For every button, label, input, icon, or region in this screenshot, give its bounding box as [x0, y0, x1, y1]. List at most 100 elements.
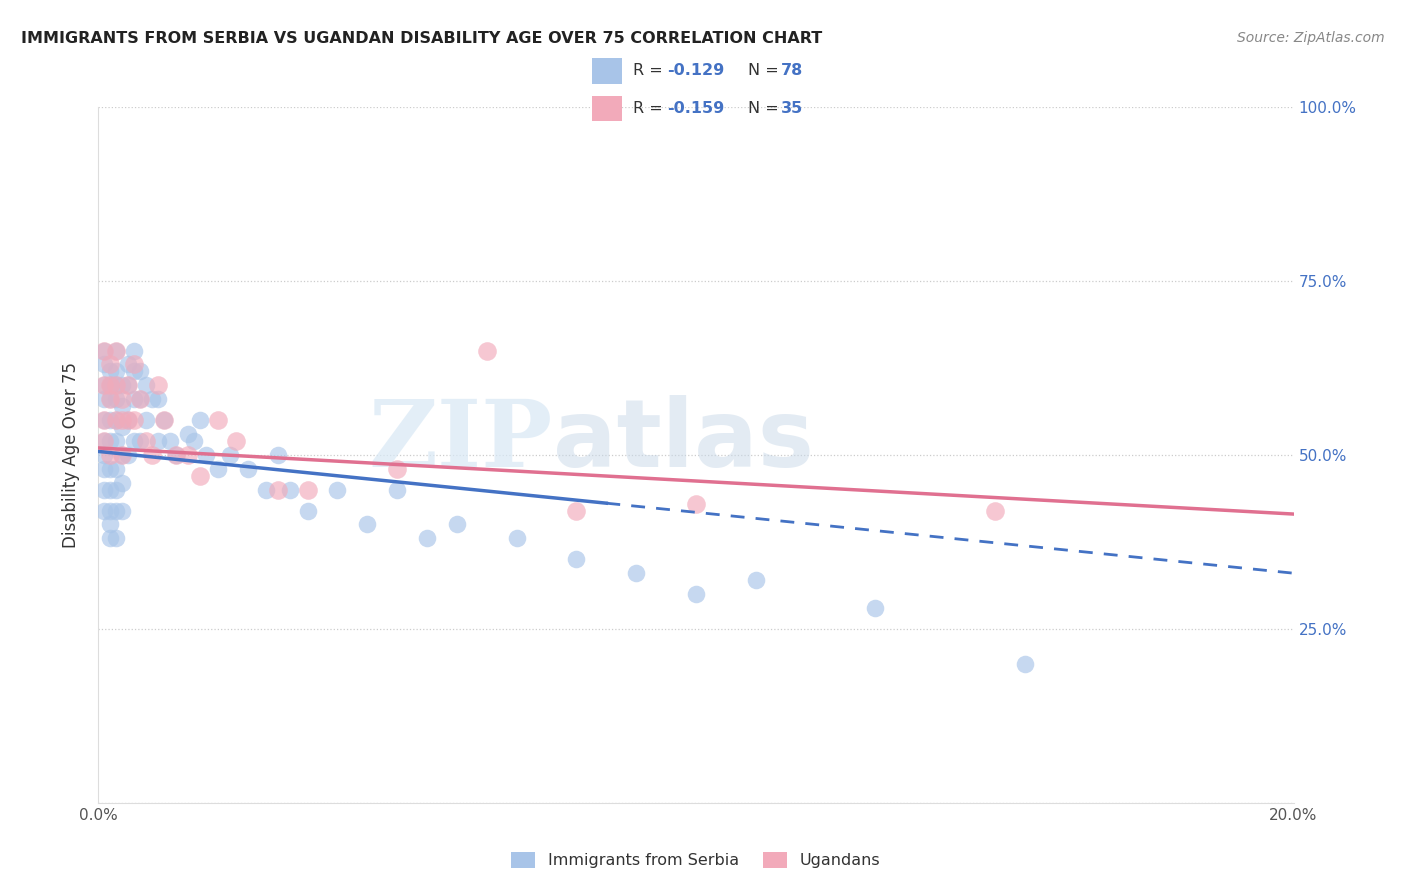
- Point: [111, 448, 134, 462]
- Point: [100, 434, 122, 448]
- Point: [105, 364, 128, 378]
- Point: [984, 503, 1007, 517]
- Point: [565, 552, 588, 566]
- Point: [105, 343, 128, 358]
- Point: [745, 573, 768, 587]
- Point: [100, 358, 122, 372]
- Point: [236, 462, 259, 476]
- Text: 35: 35: [780, 101, 803, 116]
- Point: [100, 364, 122, 378]
- Point: [177, 448, 200, 462]
- Point: [111, 413, 134, 427]
- Point: [111, 503, 134, 517]
- Point: [416, 532, 439, 546]
- Point: [165, 448, 187, 462]
- Point: [165, 448, 187, 462]
- Point: [111, 399, 134, 413]
- Point: [129, 392, 152, 407]
- Point: [93, 448, 115, 462]
- Text: Source: ZipAtlas.com: Source: ZipAtlas.com: [1237, 31, 1385, 45]
- Text: atlas: atlas: [553, 395, 814, 487]
- Point: [188, 413, 211, 427]
- Point: [153, 413, 176, 427]
- Point: [195, 448, 218, 462]
- Point: [685, 587, 707, 601]
- Point: [93, 378, 115, 392]
- Text: R =: R =: [633, 63, 668, 78]
- Point: [124, 358, 146, 372]
- Point: [100, 532, 122, 546]
- Point: [93, 434, 115, 448]
- Point: [105, 434, 128, 448]
- Point: [278, 483, 301, 497]
- Point: [100, 483, 122, 497]
- Point: [105, 378, 128, 392]
- Point: [100, 378, 122, 392]
- Point: [385, 483, 409, 497]
- Point: [117, 413, 139, 427]
- Point: [111, 378, 134, 392]
- Point: [865, 601, 887, 615]
- Point: [105, 392, 128, 407]
- Point: [93, 503, 115, 517]
- Point: [93, 462, 115, 476]
- Point: [105, 413, 128, 427]
- Point: [129, 434, 152, 448]
- Point: [93, 392, 115, 407]
- Text: 78: 78: [780, 63, 803, 78]
- Point: [93, 483, 115, 497]
- Point: [100, 392, 122, 407]
- Point: [183, 434, 205, 448]
- Point: [1014, 657, 1036, 671]
- Point: [565, 503, 588, 517]
- Point: [93, 378, 115, 392]
- Point: [100, 462, 122, 476]
- Point: [475, 343, 498, 358]
- Point: [297, 483, 319, 497]
- Point: [100, 413, 122, 427]
- Point: [225, 434, 247, 448]
- Text: N =: N =: [748, 63, 785, 78]
- Point: [207, 413, 229, 427]
- Point: [326, 483, 349, 497]
- Point: [267, 483, 290, 497]
- Y-axis label: Disability Age Over 75: Disability Age Over 75: [62, 362, 80, 548]
- Point: [446, 517, 468, 532]
- Point: [93, 343, 115, 358]
- Point: [117, 413, 139, 427]
- Point: [93, 343, 115, 358]
- Point: [506, 532, 529, 546]
- Legend: Immigrants from Serbia, Ugandans: Immigrants from Serbia, Ugandans: [505, 846, 887, 875]
- Text: -0.159: -0.159: [666, 101, 724, 116]
- Point: [117, 378, 139, 392]
- Text: ZIP: ZIP: [368, 396, 553, 486]
- Point: [188, 468, 211, 483]
- Point: [111, 448, 134, 462]
- Text: IMMIGRANTS FROM SERBIA VS UGANDAN DISABILITY AGE OVER 75 CORRELATION CHART: IMMIGRANTS FROM SERBIA VS UGANDAN DISABI…: [21, 31, 823, 46]
- Point: [105, 532, 128, 546]
- Point: [153, 413, 176, 427]
- Point: [141, 392, 163, 407]
- Point: [626, 566, 648, 581]
- Point: [129, 392, 152, 407]
- Point: [105, 413, 128, 427]
- Point: [105, 462, 128, 476]
- Point: [100, 448, 122, 462]
- Point: [356, 517, 378, 532]
- FancyBboxPatch shape: [592, 58, 621, 84]
- FancyBboxPatch shape: [592, 95, 621, 121]
- Point: [141, 448, 163, 462]
- Text: -0.129: -0.129: [666, 63, 724, 78]
- Point: [207, 462, 229, 476]
- Point: [124, 364, 146, 378]
- Point: [254, 483, 277, 497]
- Text: R =: R =: [633, 101, 668, 116]
- Point: [129, 364, 152, 378]
- Point: [177, 427, 200, 442]
- Point: [135, 413, 157, 427]
- Point: [124, 392, 146, 407]
- Point: [93, 434, 115, 448]
- Point: [105, 378, 128, 392]
- Point: [93, 413, 115, 427]
- Point: [93, 413, 115, 427]
